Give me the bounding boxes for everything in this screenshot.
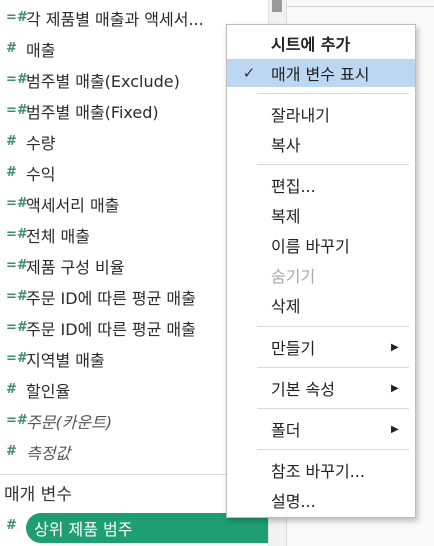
calculated-measure-icon: =# [6, 289, 28, 304]
menu-item-show-parameter[interactable]: ✓ 매개 변수 표시 [227, 59, 415, 87]
field-row[interactable]: =# 각 제품별 매출과 액세서... [0, 2, 268, 33]
menu-item-copy[interactable]: 복사 [271, 136, 301, 155]
field-label: 지역별 매출 [26, 350, 105, 370]
measure-icon: # [6, 41, 17, 56]
field-row[interactable]: =# 전체 매출 [0, 219, 268, 250]
field-row[interactable]: # 수량 [0, 126, 268, 157]
measure-icon: # [6, 382, 17, 397]
section-divider [0, 474, 268, 475]
menu-item-delete[interactable]: 삭제 [271, 297, 301, 316]
field-row[interactable]: =# 범주별 매출(Exclude) [0, 64, 268, 95]
field-row[interactable]: =# 지역별 매출 [0, 343, 268, 374]
menu-separator [257, 408, 409, 409]
menu-item-default-properties[interactable]: 기본 속성 ▶ [227, 374, 415, 402]
field-row[interactable]: =# 주문(카운트) [0, 405, 268, 436]
field-label: 할인율 [26, 381, 71, 401]
calculated-measure-icon: =# [6, 320, 28, 335]
menu-separator [257, 93, 409, 94]
calculated-measure-icon: =# [6, 258, 28, 273]
field-label: 수익 [26, 164, 56, 184]
menu-item-folder[interactable]: 폴더 ▶ [227, 415, 415, 443]
calculated-measure-icon: =# [6, 103, 28, 118]
submenu-arrow-icon: ▶ [391, 341, 399, 353]
field-row[interactable]: # 측정값 [0, 436, 268, 467]
field-label: 수량 [26, 133, 56, 153]
field-label: 주문 ID에 따른 평균 매출 [26, 288, 196, 308]
field-label: 전체 매출 [26, 226, 90, 246]
menu-separator [257, 164, 409, 165]
field-label: 제품 구성 비율 [26, 257, 125, 277]
menu-item-rename[interactable]: 이름 바꾸기 [271, 237, 350, 256]
parameters-header: 매개 변수 [4, 485, 72, 505]
field-label: 매출 [26, 40, 56, 60]
field-label: 범주별 매출(Exclude) [26, 71, 180, 91]
measure-icon: # [6, 165, 17, 180]
measure-icon: # [6, 444, 17, 459]
field-label: 각 제품별 매출과 액세서... [26, 9, 204, 29]
field-row[interactable]: =# 제품 구성 비율 [0, 250, 268, 281]
field-label: 액세서리 매출 [26, 195, 120, 215]
menu-separator [257, 367, 409, 368]
submenu-arrow-icon: ▶ [391, 423, 399, 435]
menu-item-replace-references[interactable]: 참조 바꾸기... [271, 462, 365, 481]
menu-item-add-to-sheet[interactable]: 시트에 추가 [271, 35, 351, 54]
menu-item-duplicate[interactable]: 복제 [271, 207, 301, 226]
field-row[interactable]: =# 주문 ID에 따른 평균 매출 [0, 281, 268, 312]
field-row[interactable]: # 수익 [0, 157, 268, 188]
field-label: 범주별 매출(Fixed) [26, 102, 159, 122]
measure-icon: # [6, 134, 17, 149]
calculated-measure-icon: =# [6, 196, 28, 211]
menu-item-cut[interactable]: 잘라내기 [271, 106, 330, 125]
field-row[interactable]: =# 액세서리 매출 [0, 188, 268, 219]
submenu-arrow-icon: ▶ [391, 382, 399, 394]
field-row[interactable]: =# 범주별 매출(Fixed) [0, 95, 268, 126]
calculated-measure-icon: =# [6, 10, 28, 25]
menu-separator [257, 326, 409, 327]
calculated-measure-icon: =# [6, 351, 28, 366]
field-row[interactable]: # 할인율 [0, 374, 268, 405]
field-label: 주문(카운트) [26, 412, 113, 432]
field-label: 주문 ID에 따른 평균 매출 [26, 319, 196, 339]
scrollbar-thumb[interactable] [272, 0, 282, 12]
field-row[interactable]: # 매출 [0, 33, 268, 64]
workspace-divider [286, 6, 434, 7]
calculated-measure-icon: =# [6, 72, 28, 87]
menu-item-create[interactable]: 만들기 ▶ [227, 333, 415, 361]
context-menu: 시트에 추가 ✓ 매개 변수 표시 잘라내기 복사 편집... 복제 이름 바꾸… [226, 24, 416, 518]
calculated-measure-icon: =# [6, 227, 28, 242]
parameter-icon: # [6, 518, 17, 533]
field-label: 측정값 [26, 443, 71, 463]
menu-item-edit[interactable]: 편집... [271, 177, 316, 196]
menu-item-describe[interactable]: 설명... [271, 492, 316, 511]
parameter-item-selected[interactable]: 상위 제품 범주 [26, 513, 286, 543]
check-icon: ✓ [242, 64, 256, 82]
field-row[interactable]: =# 주문 ID에 따른 평균 매출 [0, 312, 268, 343]
menu-item-hide: 숨기기 [271, 267, 316, 286]
calculated-measure-icon: =# [6, 413, 28, 428]
menu-separator [257, 449, 409, 450]
data-pane: =# 각 제품별 매출과 액세서... # 매출 =# 범주별 매출(Exclu… [0, 2, 268, 505]
